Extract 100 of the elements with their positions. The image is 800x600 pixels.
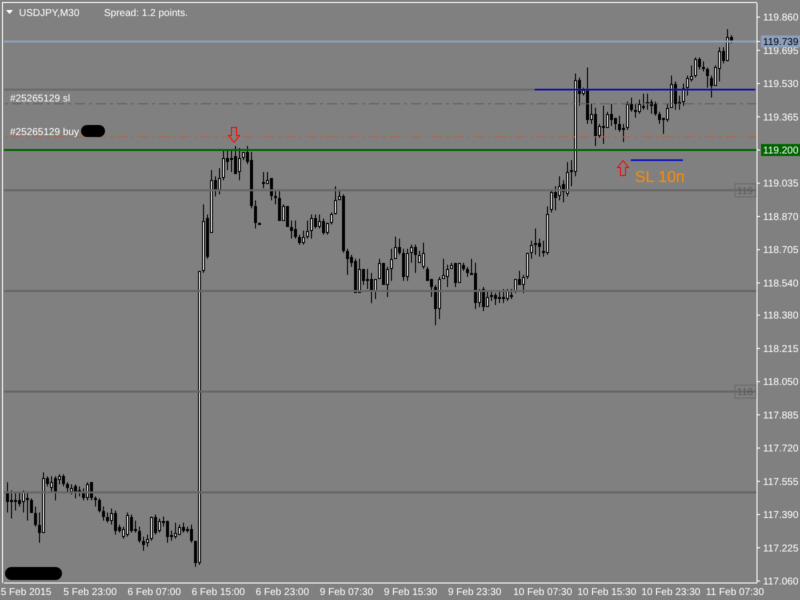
candlestick	[446, 264, 449, 288]
candlestick	[130, 514, 133, 534]
x-tick-label: 5 Feb 23:00	[63, 587, 118, 598]
candlestick	[526, 252, 529, 280]
candlestick	[554, 186, 557, 211]
candlestick	[454, 262, 457, 288]
candlestick	[166, 520, 169, 544]
x-tick-label: 9 Feb 07:30	[320, 587, 374, 598]
candlestick	[410, 244, 413, 264]
candlestick	[174, 522, 177, 540]
candlestick	[262, 172, 265, 189]
candlestick	[66, 482, 69, 493]
candlestick	[550, 190, 553, 213]
candlestick	[686, 75, 689, 96]
candlestick	[522, 274, 525, 294]
candlestick	[506, 288, 509, 302]
candlestick	[718, 46, 721, 82]
text: Spread: 1.2 points.	[104, 8, 188, 19]
candlestick	[386, 266, 389, 298]
y-tick-label: 119.200	[763, 146, 799, 157]
candlestick	[390, 248, 393, 282]
y-tick-label: 117.060	[763, 576, 799, 588]
candlestick	[18, 492, 21, 507]
x-tick-label: 6 Feb 07:00	[128, 587, 182, 598]
candlestick	[398, 238, 401, 256]
candlestick	[642, 93, 645, 110]
candlestick	[98, 498, 101, 514]
candlestick	[366, 268, 369, 290]
candlestick	[606, 111, 609, 128]
y-tick-label: 117.390	[763, 510, 799, 522]
y-tick-label: 117.720	[763, 444, 799, 455]
candlestick	[74, 484, 77, 499]
x-tick-label: 9 Feb 15:30	[384, 587, 438, 598]
ref-line-label: #25265129 buy	[10, 126, 79, 138]
y-tick-label: 118.705	[763, 245, 799, 256]
y-tick-label: 117.555	[763, 476, 799, 488]
candlestick	[414, 244, 417, 274]
candlestick	[458, 262, 461, 284]
candlestick	[618, 115, 621, 132]
candlestick	[674, 81, 677, 110]
candlestick	[534, 228, 537, 256]
candlestick	[502, 288, 505, 304]
candlestick	[106, 512, 109, 524]
x-tick-label: 9 Feb 23:30	[448, 587, 502, 598]
candlestick	[370, 272, 373, 304]
candlestick	[154, 514, 157, 536]
y-tick-label: 119.739	[763, 36, 799, 48]
candlestick	[566, 162, 569, 197]
candlestick	[334, 186, 337, 215]
candlestick	[654, 101, 657, 116]
candlestick	[726, 28, 729, 62]
x-tick-label: 5 Feb 2015	[0, 587, 52, 598]
x-tick-label: 6 Feb 15:00	[192, 587, 246, 598]
candlestick	[138, 526, 141, 544]
candlestick	[114, 510, 117, 536]
candlestick	[442, 258, 445, 280]
candlestick	[234, 145, 237, 175]
candlestick	[50, 476, 53, 493]
candlestick	[142, 536, 145, 552]
candlestick	[694, 56, 697, 78]
x-tick-label: 10 Feb 15:30	[577, 587, 637, 598]
candlestick	[706, 66, 709, 88]
candlestick	[622, 123, 625, 142]
candlestick	[530, 240, 533, 260]
candlestick	[318, 214, 321, 230]
y-tick-label: 119.530	[763, 79, 799, 90]
candlestick	[638, 99, 641, 114]
candlestick	[626, 101, 629, 130]
candlestick	[62, 474, 65, 487]
candlestick	[290, 220, 293, 240]
x-tick-label: 10 Feb 23:30	[641, 587, 701, 598]
candlestick	[230, 150, 233, 173]
x-tick-label: 6 Feb 23:00	[256, 587, 310, 598]
candlestick	[614, 117, 617, 130]
x-tick-label: 10 Feb 07:30	[513, 587, 573, 598]
y-tick-label: 117.885	[763, 410, 799, 422]
candlestick	[34, 506, 37, 528]
candlestick	[26, 492, 29, 522]
candlestick	[102, 506, 105, 522]
candlestick	[402, 248, 405, 282]
candlestick	[394, 236, 397, 260]
candlestick	[126, 512, 129, 538]
candlestick	[182, 522, 185, 534]
y-tick-label: 118.540	[763, 278, 799, 290]
candlestick	[330, 212, 333, 226]
candlestick	[190, 524, 193, 544]
candlestick	[178, 524, 181, 536]
candlestick	[146, 534, 149, 548]
candlestick	[94, 496, 97, 507]
candlestick	[218, 168, 221, 195]
text: USDJPY,M30	[19, 8, 80, 19]
candlestick	[702, 60, 705, 72]
candlestick	[494, 292, 497, 306]
candlestick	[222, 150, 225, 181]
candlestick	[294, 220, 297, 240]
y-tick-label: 119.860	[763, 12, 799, 24]
candlestick	[298, 234, 301, 246]
candlestick	[302, 230, 305, 246]
candlestick	[658, 111, 661, 124]
candlestick	[14, 492, 17, 511]
